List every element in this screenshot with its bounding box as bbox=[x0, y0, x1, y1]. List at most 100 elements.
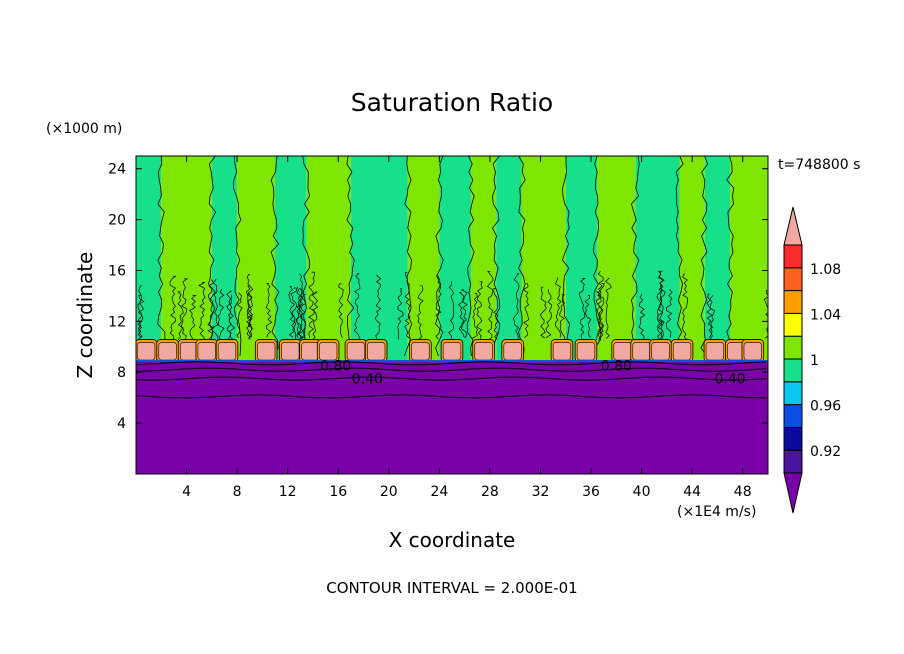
contour-line bbox=[675, 156, 684, 357]
colorbar-band bbox=[783, 358, 803, 383]
colorbar-tick-label: 1 bbox=[810, 353, 819, 369]
colorbar-band bbox=[783, 335, 803, 360]
x-axis-label: X coordinate bbox=[389, 528, 516, 552]
colorbar-tick-label: 1.04 bbox=[810, 307, 841, 323]
contour-line bbox=[374, 275, 382, 339]
contour-line bbox=[584, 295, 592, 338]
contour-line bbox=[346, 156, 355, 357]
contour-line bbox=[604, 278, 612, 339]
contour-line bbox=[665, 289, 673, 338]
y-tick-label: 16 bbox=[108, 263, 126, 279]
y-tick-label: 24 bbox=[108, 162, 126, 178]
contour-label: 0.40 bbox=[714, 371, 745, 387]
contour-label: 0.80 bbox=[320, 359, 351, 375]
x-tick-label: 16 bbox=[329, 484, 347, 500]
cloud-blob bbox=[503, 342, 522, 361]
contour-line bbox=[709, 295, 716, 339]
cloud-blob bbox=[281, 342, 300, 361]
field-column bbox=[730, 156, 768, 363]
contour-line bbox=[656, 285, 664, 340]
contour-label: 0.40 bbox=[352, 371, 383, 387]
cloud-blob bbox=[705, 342, 725, 361]
cloud-blob bbox=[301, 342, 320, 361]
contour-line bbox=[466, 156, 475, 357]
y-tick-label: 20 bbox=[108, 213, 126, 229]
contour-line bbox=[298, 288, 305, 341]
field-column bbox=[496, 156, 522, 363]
contour-line bbox=[638, 293, 646, 340]
x-tick-label: 36 bbox=[582, 484, 600, 500]
y-tick-label: 12 bbox=[108, 314, 126, 330]
contour-line bbox=[458, 292, 465, 338]
contour-line bbox=[169, 275, 177, 340]
x-tick-label: 32 bbox=[532, 484, 550, 500]
x-tick-label: 48 bbox=[734, 484, 752, 500]
contour-line bbox=[290, 287, 298, 340]
contour-line bbox=[578, 277, 586, 339]
x-tick-label: 20 bbox=[380, 484, 398, 500]
contour-line bbox=[189, 295, 197, 341]
field-column bbox=[237, 156, 276, 363]
field-column bbox=[679, 156, 705, 363]
contour-line bbox=[136, 394, 766, 399]
cloud-blob bbox=[474, 342, 493, 361]
plot-content: 0.800.400.800.40 bbox=[136, 156, 768, 474]
contour-line bbox=[295, 286, 302, 339]
colorbar-band bbox=[783, 206, 803, 246]
colorbar-tick-label: 0.96 bbox=[810, 399, 841, 415]
contour-line bbox=[397, 288, 404, 340]
contour-line bbox=[265, 283, 273, 338]
contour-line bbox=[561, 156, 571, 357]
contour-line bbox=[726, 156, 735, 357]
contour-line bbox=[522, 283, 530, 338]
cloud-blob bbox=[217, 342, 237, 361]
contour-line bbox=[598, 283, 605, 341]
contour-line bbox=[136, 367, 767, 372]
cloud-blob bbox=[632, 342, 651, 361]
field-column bbox=[275, 156, 307, 363]
cloud-blob bbox=[346, 342, 366, 361]
cloud-blob bbox=[651, 342, 670, 361]
contour-line bbox=[246, 293, 254, 340]
field-column bbox=[635, 156, 680, 363]
y-unit-label: (×1000 m) bbox=[46, 121, 122, 137]
colorbar-band bbox=[783, 449, 803, 474]
contour-line bbox=[476, 281, 483, 339]
colorbar: 0.92 0.96 1 1.04 1.08 bbox=[783, 206, 841, 514]
field-column bbox=[407, 156, 440, 363]
field-column bbox=[565, 156, 598, 363]
contour-line bbox=[270, 156, 280, 357]
contour-line bbox=[217, 288, 225, 341]
contour-line bbox=[461, 289, 468, 338]
contour-line bbox=[540, 286, 547, 339]
contour-line bbox=[136, 361, 767, 366]
contour-line bbox=[308, 271, 315, 339]
contour-line bbox=[211, 279, 219, 340]
contour-line bbox=[136, 376, 767, 381]
colorbar-band bbox=[783, 381, 803, 406]
contour-line bbox=[246, 274, 254, 338]
cloud-blob bbox=[743, 342, 762, 361]
field-column bbox=[136, 156, 162, 363]
contour-line bbox=[236, 292, 243, 339]
contour-line bbox=[630, 156, 640, 357]
x-tick-label: 28 bbox=[481, 484, 499, 500]
contour-line bbox=[700, 156, 709, 357]
cloud-blob bbox=[257, 342, 276, 361]
x-unit-label: (×1E4 m/s) bbox=[677, 504, 756, 520]
field-column bbox=[439, 156, 471, 363]
x-tick-label: 4 bbox=[182, 484, 191, 500]
contour-line bbox=[492, 156, 501, 357]
cloud-blob bbox=[367, 342, 386, 361]
contour-line bbox=[682, 273, 688, 341]
field-column bbox=[521, 156, 566, 363]
contour-line bbox=[311, 291, 319, 341]
contour-line bbox=[338, 283, 344, 339]
field-column bbox=[306, 156, 351, 363]
cloud-blob bbox=[613, 342, 632, 361]
contour-line bbox=[181, 278, 189, 340]
x-tick-label: 40 bbox=[633, 484, 651, 500]
colorbar-band bbox=[783, 267, 803, 292]
contour-line bbox=[157, 156, 166, 357]
